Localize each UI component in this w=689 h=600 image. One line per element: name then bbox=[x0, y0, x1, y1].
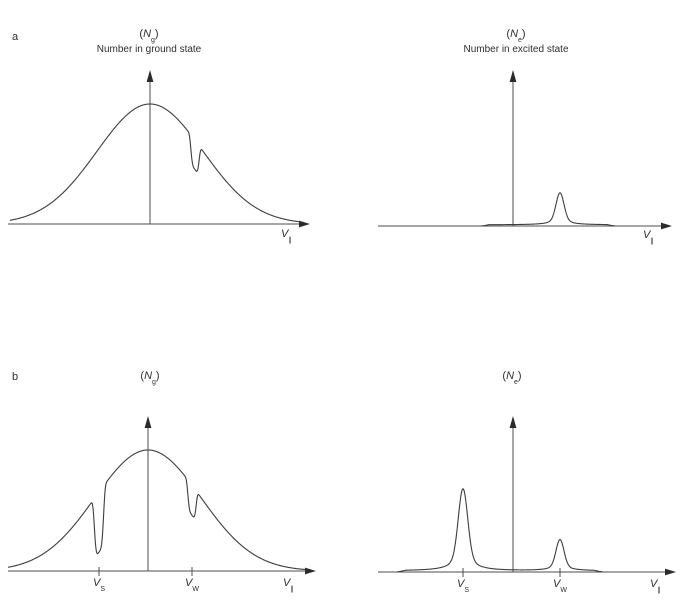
y-axis-arrow-br bbox=[509, 416, 517, 428]
x-axis-arrow-br bbox=[665, 568, 676, 576]
x-axis-label-br: V∥ bbox=[650, 578, 661, 595]
curve-ground-state-a bbox=[9, 103, 303, 223]
y-axis-arrow-bl bbox=[144, 416, 152, 428]
paren-close: ) bbox=[521, 28, 526, 40]
paren-open: ( bbox=[506, 28, 511, 40]
x-axis-label-tr: V∥ bbox=[643, 229, 654, 246]
subscript-e: e bbox=[514, 379, 518, 387]
curve-excited-state-a bbox=[480, 192, 616, 227]
title-excited-state-b: (Ne) bbox=[502, 370, 522, 387]
tick-label-vs-bl: VS bbox=[92, 577, 106, 594]
symbol-N: N bbox=[506, 370, 515, 382]
subscript-g: g bbox=[152, 379, 156, 387]
paren-close: ) bbox=[517, 370, 522, 382]
symbol-N: N bbox=[510, 28, 519, 40]
panel-b-letter: b bbox=[12, 371, 19, 383]
curve-excited-state-b bbox=[397, 488, 603, 573]
tick-label-vs-br: VS bbox=[456, 578, 470, 595]
paren-close: ) bbox=[154, 28, 159, 40]
title-ground-state-b: (Ng) bbox=[140, 370, 160, 387]
x-axis-arrow-bl bbox=[305, 567, 316, 575]
subtitle-excited-state: Number in excited state bbox=[463, 44, 569, 55]
paren-open: ( bbox=[502, 370, 507, 382]
x-axis-label-tl: V∥ bbox=[281, 228, 292, 245]
subscript-g: g bbox=[151, 37, 155, 45]
x-axis-label-bl: V∥ bbox=[283, 577, 294, 594]
paren-open: ( bbox=[140, 370, 145, 382]
x-axis-arrow-tr bbox=[661, 222, 672, 230]
subscript-e: e bbox=[518, 37, 522, 45]
title-ground-state-a: (Ng) bbox=[139, 28, 159, 45]
y-axis-arrow-tl bbox=[146, 70, 154, 82]
curve-ground-state-b bbox=[7, 449, 306, 571]
tick-label-vw-bl: VW bbox=[185, 577, 199, 594]
title-excited-state-a: (Ne) bbox=[506, 28, 526, 45]
symbol-N: N bbox=[143, 28, 152, 40]
paren-open: ( bbox=[139, 28, 144, 40]
paren-close: ) bbox=[155, 370, 160, 382]
panel-a-letter: a bbox=[12, 31, 19, 43]
tick-label-vw-br: VW bbox=[553, 578, 567, 595]
y-axis-arrow-tr bbox=[509, 70, 517, 82]
subtitle-ground-state: Number in ground state bbox=[96, 44, 202, 55]
symbol-N: N bbox=[144, 370, 153, 382]
